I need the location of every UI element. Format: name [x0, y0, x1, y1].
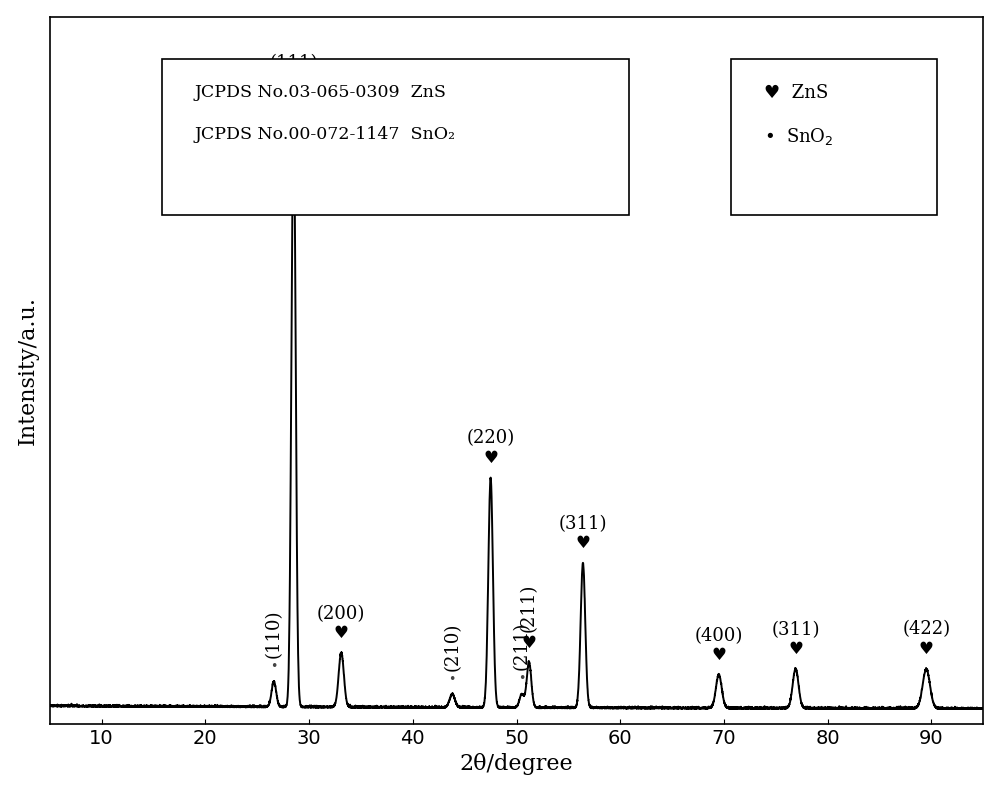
X-axis label: 2θ/degree: 2θ/degree	[460, 753, 573, 775]
Text: •: •	[449, 673, 456, 686]
Text: (211): (211)	[520, 584, 538, 632]
Text: ♥: ♥	[919, 640, 934, 657]
Text: (422): (422)	[902, 620, 950, 638]
Text: (311): (311)	[771, 621, 820, 639]
Text: ♥: ♥	[286, 74, 301, 91]
Text: (400): (400)	[695, 627, 743, 645]
Text: ♥: ♥	[483, 449, 498, 466]
Text: ♥: ♥	[711, 646, 726, 664]
Text: JCPDS No.00-072-1147  SnO₂: JCPDS No.00-072-1147 SnO₂	[194, 126, 455, 143]
Text: •: •	[518, 672, 525, 685]
Text: (200): (200)	[317, 605, 365, 623]
Y-axis label: Intensity/a.u.: Intensity/a.u.	[17, 295, 39, 445]
Text: •  SnO$_2$: • SnO$_2$	[764, 126, 834, 147]
Text: ♥: ♥	[788, 641, 803, 658]
Text: ♥: ♥	[334, 624, 349, 642]
Text: (311): (311)	[559, 515, 607, 532]
Text: (211): (211)	[513, 622, 531, 670]
FancyBboxPatch shape	[162, 59, 629, 215]
Text: (220): (220)	[466, 429, 515, 447]
Text: JCPDS No.03-065-0309  ZnS: JCPDS No.03-065-0309 ZnS	[194, 84, 446, 101]
FancyBboxPatch shape	[731, 59, 937, 215]
Text: (110): (110)	[265, 609, 283, 657]
Text: ♥  ZnS: ♥ ZnS	[764, 84, 828, 102]
Text: ♥: ♥	[522, 634, 536, 652]
Text: (210): (210)	[443, 623, 461, 671]
Text: ♥: ♥	[576, 534, 590, 552]
Text: •: •	[270, 660, 278, 672]
Text: (111): (111)	[269, 54, 318, 72]
